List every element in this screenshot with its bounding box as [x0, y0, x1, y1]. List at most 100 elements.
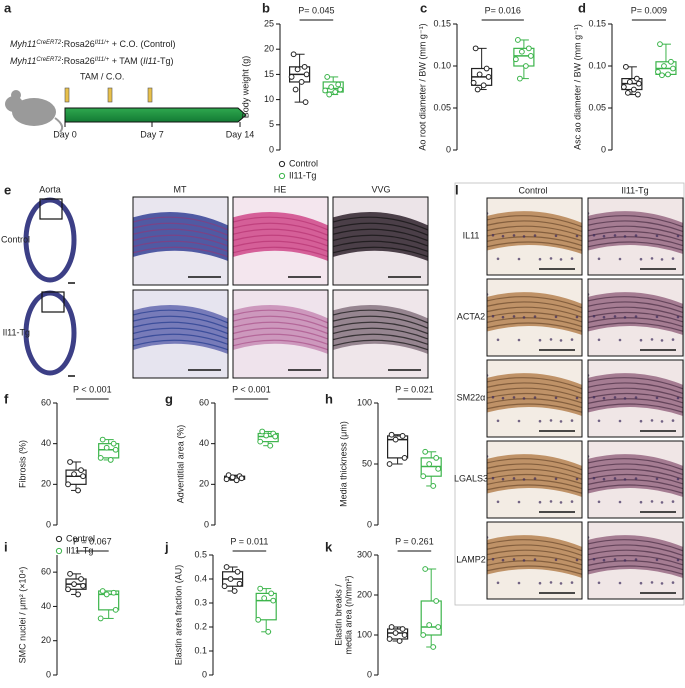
roi-box — [39, 198, 63, 220]
y-tick-label: 50 — [362, 458, 372, 468]
data-point — [433, 455, 440, 461]
panel-letter: c — [420, 0, 427, 15]
data-point — [261, 595, 268, 602]
y-tick-label: 25 — [264, 18, 274, 28]
y-tick-label: 0.3 — [194, 597, 207, 607]
nucleus — [597, 257, 601, 261]
nucleus — [538, 500, 542, 504]
fiber — [333, 246, 428, 258]
y-axis-label: media area (n/mm²) — [343, 575, 353, 654]
nucleus — [501, 234, 505, 238]
tile-border — [587, 359, 684, 438]
treatment-label: TAM / C.O. — [80, 71, 124, 81]
nucleus — [575, 234, 579, 238]
nucleus — [491, 476, 495, 480]
data-point — [670, 65, 676, 72]
nucleus — [655, 234, 659, 238]
y-tick-label: 0.10 — [433, 60, 451, 70]
nucleus — [597, 500, 601, 504]
fiber — [333, 327, 428, 340]
data-point — [332, 89, 339, 95]
genotype-part: -Tg) — [157, 56, 174, 66]
nucleus — [660, 501, 664, 504]
nucleus — [522, 235, 526, 238]
y-axis-label: SMC nuclei / μm² (×10⁴) — [17, 567, 27, 664]
y-tick-label: 0 — [202, 669, 207, 679]
nucleus — [517, 257, 521, 261]
y-tick-label: 0.10 — [588, 60, 606, 70]
data-point — [294, 66, 301, 73]
data-point — [527, 53, 534, 59]
roi-box — [41, 291, 65, 313]
fiber — [133, 246, 228, 258]
fiber — [133, 321, 228, 335]
p-value: P = 0.067 — [73, 536, 112, 546]
box — [387, 435, 409, 459]
nucleus — [538, 257, 542, 261]
data-point — [480, 82, 487, 89]
histology-image — [588, 279, 683, 356]
row-label: SM22α — [457, 392, 486, 402]
nucleus — [592, 557, 596, 561]
y-axis-label: Elastin breaks / — [333, 584, 343, 646]
nucleus — [660, 339, 664, 342]
fiber — [233, 240, 328, 253]
y-tick-label: 20 — [41, 479, 51, 489]
nucleus — [650, 581, 654, 584]
nucleus — [592, 476, 596, 480]
fiber — [233, 216, 328, 231]
fiber — [233, 309, 328, 324]
nucleus — [634, 477, 638, 480]
fiber — [588, 565, 683, 575]
data-point — [290, 51, 297, 58]
data-point — [303, 71, 310, 78]
fiber — [233, 246, 328, 258]
data-point — [80, 473, 86, 480]
fiber — [588, 463, 683, 476]
histology-image — [588, 522, 683, 599]
fiber — [487, 220, 582, 233]
data-point — [229, 474, 236, 481]
histology-image — [487, 279, 582, 356]
genotype-label: Myh11CreERT2:Rosa26Il11/+ + C.O. (Contro… — [10, 39, 175, 49]
nucleus — [602, 315, 606, 319]
fiber — [588, 317, 683, 328]
fiber — [487, 458, 582, 471]
y-tick-label: 0 — [367, 519, 372, 529]
nucleus — [676, 477, 680, 481]
nucleus — [597, 419, 601, 423]
nucleus — [517, 338, 521, 342]
panel-letter: e — [4, 182, 11, 197]
fiber — [588, 215, 683, 228]
nucleus — [613, 315, 617, 318]
p-value: P < 0.001 — [232, 384, 271, 394]
y-tick-label: 0 — [204, 519, 209, 529]
legend-label: Il11-Tg — [66, 545, 93, 555]
data-point — [263, 432, 270, 439]
histology-image — [333, 197, 428, 285]
row-label: IL11 — [463, 230, 480, 240]
nucleus — [575, 558, 579, 562]
data-point — [268, 590, 275, 597]
panel-letter: b — [262, 0, 270, 15]
nucleus — [549, 500, 553, 503]
data-point — [422, 448, 429, 455]
nucleus — [671, 419, 675, 422]
data-point — [485, 74, 492, 80]
row-label: LAMP2 — [456, 554, 486, 564]
y-tick-label: 0 — [601, 144, 606, 154]
fiber — [333, 240, 428, 253]
nucleus — [491, 395, 495, 399]
data-point — [75, 487, 81, 494]
fiber — [487, 468, 582, 480]
fiber — [233, 315, 328, 330]
fiber — [588, 560, 683, 571]
nucleus — [650, 257, 654, 260]
data-point — [635, 80, 642, 87]
data-point — [518, 48, 525, 55]
histology-image — [487, 441, 582, 518]
nucleus — [650, 500, 654, 503]
data-point — [659, 72, 665, 79]
fiber — [487, 382, 582, 395]
y-tick-label: 0 — [367, 669, 372, 679]
